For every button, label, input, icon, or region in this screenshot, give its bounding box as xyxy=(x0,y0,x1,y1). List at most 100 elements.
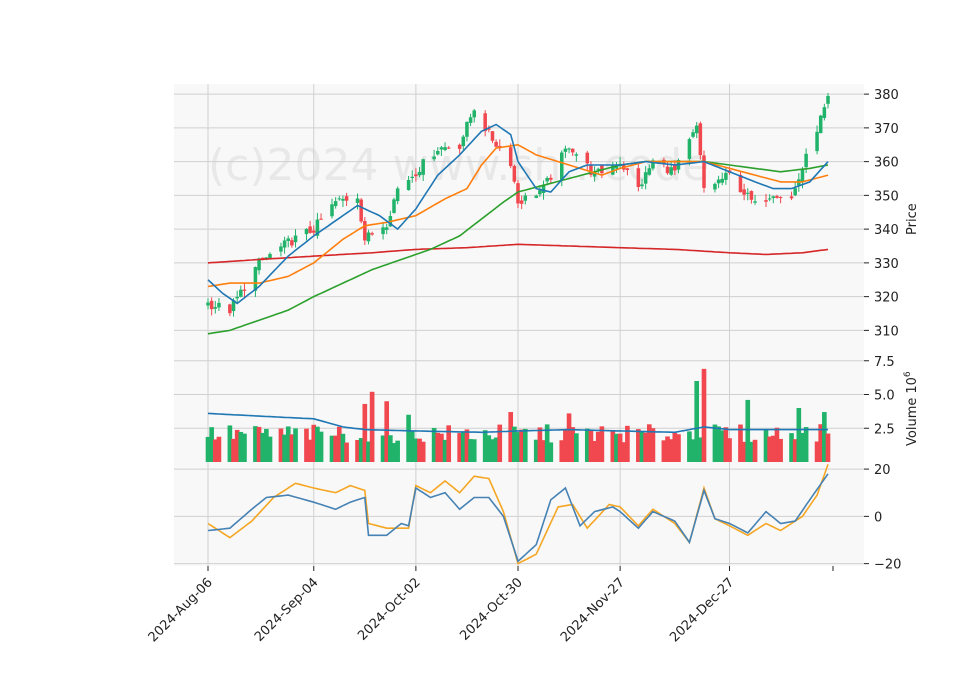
volume-bar xyxy=(278,428,284,462)
volume-bar xyxy=(584,428,590,462)
volume-bar xyxy=(318,431,324,462)
candle-body xyxy=(457,144,462,149)
volume-bar xyxy=(497,424,503,462)
candle-body xyxy=(611,165,615,175)
volume-bar xyxy=(796,408,802,462)
volume-bar xyxy=(566,413,572,462)
candle-body xyxy=(392,199,396,213)
volume-bar xyxy=(439,433,444,462)
candle-body xyxy=(319,218,323,220)
volume-bar xyxy=(435,432,441,462)
volume-bar xyxy=(304,428,309,462)
y-tick-label: 360 xyxy=(874,156,899,171)
candle-body xyxy=(789,196,794,199)
volume-bar xyxy=(417,438,422,462)
volume-bar xyxy=(515,432,521,462)
candle-body xyxy=(421,159,425,175)
volume-bar xyxy=(694,381,700,462)
candle-body xyxy=(312,230,316,233)
volume-bar xyxy=(646,424,652,462)
volume-axis-label: Volume 106 xyxy=(903,371,920,446)
candle-body xyxy=(625,168,630,171)
candle-body xyxy=(778,197,783,199)
candle-body xyxy=(516,183,520,204)
candle-body xyxy=(746,192,750,194)
candle-body xyxy=(355,198,360,203)
volume-bar xyxy=(559,440,565,462)
volume-bar xyxy=(420,441,426,462)
volume-bar xyxy=(508,412,514,462)
candle-body xyxy=(698,123,703,156)
candle-body xyxy=(640,184,644,187)
volume-bar xyxy=(238,431,244,462)
volume-bar xyxy=(234,429,240,462)
candle-body xyxy=(410,176,414,179)
x-tick-label: 2024-Nov-27 xyxy=(558,575,628,645)
volume-bar xyxy=(770,435,776,462)
macd-line xyxy=(207,473,829,563)
candle-body xyxy=(363,221,367,241)
candle-body xyxy=(279,246,283,252)
volume-bar xyxy=(774,427,780,462)
candle-body xyxy=(439,147,444,150)
volume-bar xyxy=(533,439,539,462)
candle-body xyxy=(282,240,287,248)
volume-bar xyxy=(205,436,211,462)
candle-body xyxy=(293,235,298,243)
candle-body xyxy=(570,148,575,153)
volume-bar xyxy=(512,426,517,462)
volume-bar xyxy=(650,428,656,462)
volume-bar xyxy=(388,435,393,462)
volume-bar xyxy=(719,430,725,462)
candle-body xyxy=(490,131,495,141)
volume-bar xyxy=(493,437,499,462)
candle-body xyxy=(446,147,451,149)
x-tick-label: 2024-Aug-06 xyxy=(146,575,216,645)
volume-bar xyxy=(209,427,214,462)
x-tick-label: 2024-Oct-30 xyxy=(457,575,525,643)
volume-bar xyxy=(431,427,437,462)
candle-body xyxy=(804,153,808,168)
candle-body xyxy=(228,304,232,314)
candle-body xyxy=(592,171,597,177)
volume-bar xyxy=(315,426,320,462)
candle-body xyxy=(359,199,363,222)
volume-bar xyxy=(639,430,645,462)
candle-body xyxy=(308,226,312,233)
volume-bar xyxy=(822,412,827,462)
volume-bar xyxy=(741,441,747,462)
candle-body xyxy=(589,164,593,175)
candle-body xyxy=(206,302,210,306)
candle-body xyxy=(242,289,247,291)
volume-bar xyxy=(814,441,820,462)
ma60-line xyxy=(207,243,829,264)
y-tick-label: 380 xyxy=(874,88,899,103)
volume-bar xyxy=(307,439,313,462)
candle-body xyxy=(673,164,677,171)
candle-body xyxy=(483,113,487,132)
volume-bar xyxy=(406,414,411,462)
candle-body xyxy=(381,227,385,235)
y-tick-label: 7.5 xyxy=(874,355,895,370)
candle-body xyxy=(330,204,334,217)
volume-bar xyxy=(668,439,674,462)
candle-body xyxy=(585,152,590,164)
ma10-line xyxy=(207,143,829,288)
volume-bar xyxy=(267,436,273,462)
candle-body xyxy=(209,300,214,310)
volume-bar xyxy=(260,432,266,462)
candle-body xyxy=(818,115,823,134)
volume-bar xyxy=(336,426,342,462)
volume-bar xyxy=(471,439,477,462)
y-tick-label: −20 xyxy=(874,558,901,573)
y-tick-label: 5.0 xyxy=(874,389,895,404)
volume-bar xyxy=(672,432,678,462)
indicator-lines xyxy=(207,123,829,565)
candle-body xyxy=(217,302,221,308)
candle-body xyxy=(414,174,418,177)
candle-body xyxy=(461,136,466,147)
volume-bar xyxy=(665,436,670,462)
candle-body xyxy=(753,201,757,203)
volume-bar xyxy=(231,438,236,462)
volume-bar xyxy=(723,427,729,462)
